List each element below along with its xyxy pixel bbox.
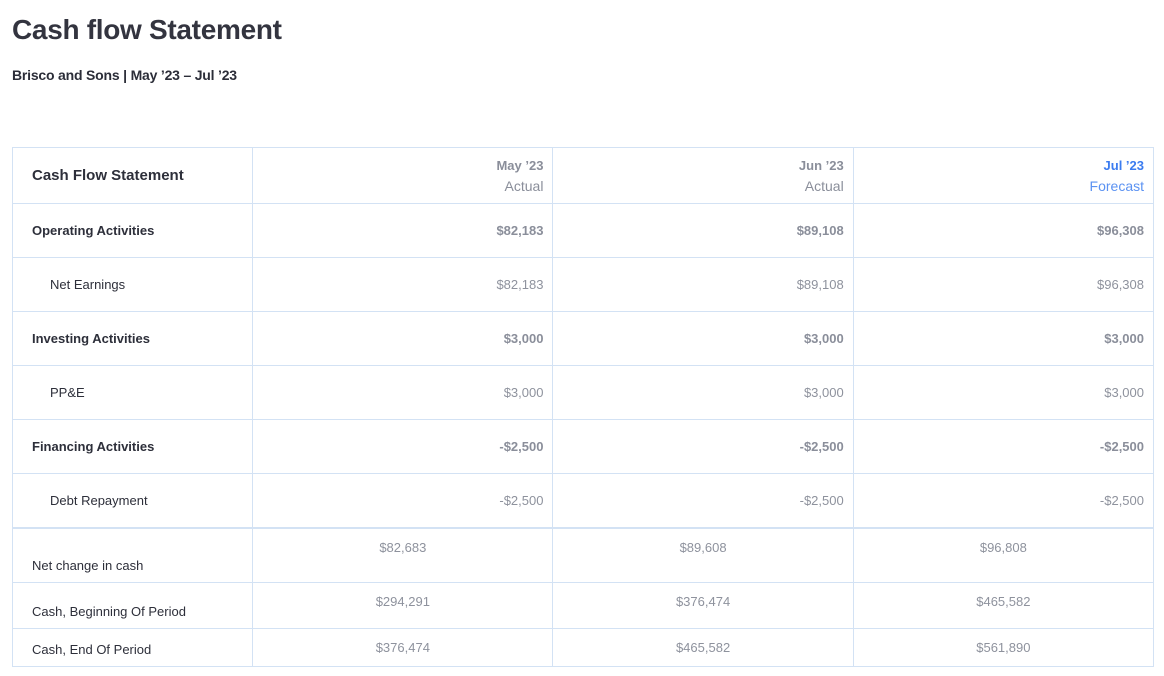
row-value: $3,000 [552, 311, 854, 366]
period-header-jun: Jun ’23 Actual [552, 147, 854, 204]
summary-row-net-change: Net change in cash $82,683 $89,608 $96,8… [11, 526, 1155, 583]
cash-flow-table: Cash Flow Statement May ’23 Actual Jun ’… [11, 147, 1155, 667]
row-value: -$2,500 [252, 419, 554, 474]
summary-value: $82,683 [252, 526, 554, 583]
summary-value: $89,608 [552, 526, 854, 583]
summary-label: Cash, End Of Period [11, 628, 254, 667]
row-label: Financing Activities [11, 419, 254, 474]
table-row-operating-activities: Operating Activities $82,183 $89,108 $96… [11, 203, 1155, 258]
row-value: -$2,500 [852, 473, 1155, 528]
summary-value: $96,808 [852, 526, 1155, 583]
row-label: Investing Activities [11, 311, 254, 366]
row-value: -$2,500 [852, 419, 1155, 474]
period-kind: Actual [504, 177, 544, 194]
table-row-debt-repayment: Debt Repayment -$2,500 -$2,500 -$2,500 [11, 473, 1155, 528]
period-month: May ’23 [496, 157, 544, 173]
summary-value: $294,291 [252, 582, 554, 629]
summary-value: $561,890 [852, 628, 1155, 667]
row-value: $3,000 [552, 365, 854, 420]
period-month: Jun ’23 [798, 157, 844, 173]
period-kind: Actual [804, 177, 844, 194]
row-value: $3,000 [852, 365, 1155, 420]
row-value: -$2,500 [552, 473, 854, 528]
table-label-header: Cash Flow Statement [11, 147, 254, 204]
table-header-row: Cash Flow Statement May ’23 Actual Jun ’… [11, 147, 1155, 204]
period-header-may: May ’23 Actual [252, 147, 554, 204]
table-row-net-earnings: Net Earnings $82,183 $89,108 $96,308 [11, 257, 1155, 312]
summary-row-cash-end: Cash, End Of Period $376,474 $465,582 $5… [11, 628, 1155, 667]
summary-row-cash-beginning: Cash, Beginning Of Period $294,291 $376,… [11, 582, 1155, 629]
summary-label: Net change in cash [11, 526, 254, 583]
row-label: PP&E [11, 365, 254, 420]
row-value: $82,183 [252, 257, 554, 312]
row-value: $89,108 [552, 203, 854, 258]
row-value: $3,000 [252, 311, 554, 366]
table-row-ppe: PP&E $3,000 $3,000 $3,000 [11, 365, 1155, 420]
row-value: $96,308 [852, 257, 1155, 312]
row-value: $3,000 [852, 311, 1155, 366]
period-header-jul: Jul ’23 Forecast [852, 147, 1155, 204]
row-value: $96,308 [852, 203, 1155, 258]
page-title: Cash flow Statement [12, 14, 282, 45]
summary-label: Cash, Beginning Of Period [11, 582, 254, 629]
page-subtitle: Brisco and Sons | May ’23 – Jul ’23 [12, 67, 237, 83]
table-row-investing-activities: Investing Activities $3,000 $3,000 $3,00… [11, 311, 1155, 366]
row-value: $82,183 [252, 203, 554, 258]
summary-value: $465,582 [552, 628, 854, 667]
summary-value: $376,474 [252, 628, 554, 667]
row-value: -$2,500 [552, 419, 854, 474]
row-label: Debt Repayment [11, 473, 254, 528]
row-label: Operating Activities [11, 203, 254, 258]
table-row-financing-activities: Financing Activities -$2,500 -$2,500 -$2… [11, 419, 1155, 474]
row-value: -$2,500 [252, 473, 554, 528]
summary-value: $376,474 [552, 582, 854, 629]
row-value: $3,000 [252, 365, 554, 420]
period-kind: Forecast [1089, 177, 1144, 194]
row-label: Net Earnings [11, 257, 254, 312]
row-value: $89,108 [552, 257, 854, 312]
summary-value: $465,582 [852, 582, 1155, 629]
period-month: Jul ’23 [1103, 157, 1144, 173]
